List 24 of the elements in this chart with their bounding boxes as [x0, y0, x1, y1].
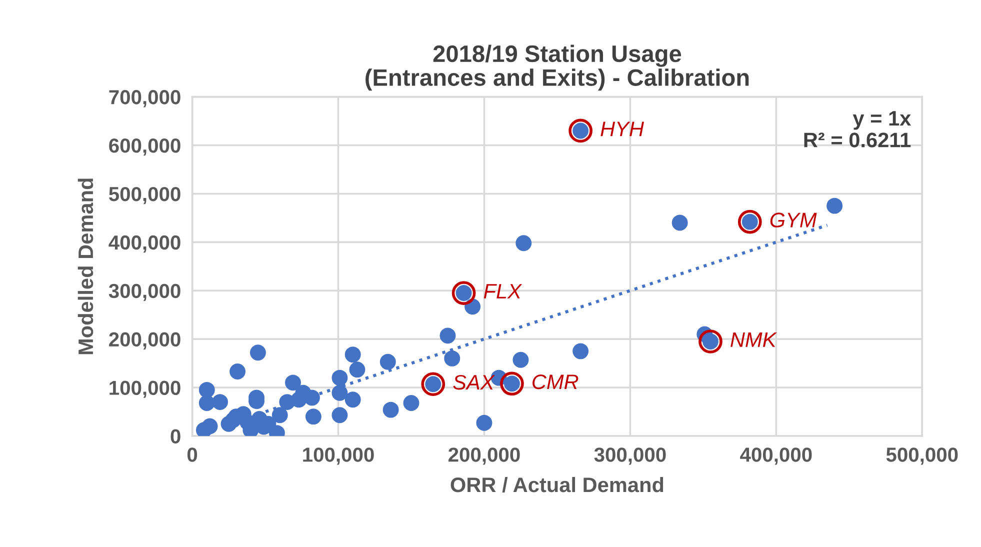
y-tick-label: 600,000 [109, 138, 180, 156]
x-tick-label: 0 [187, 448, 198, 462]
x-tick-label: 200,000 [448, 448, 520, 465]
annotation: y = 1x R² = 0.6211 [804, 111, 912, 148]
chart-title: 2018/19 Station Usage (Entrances and Exits) - Calibration [366, 44, 749, 91]
y-axis-title: Modelled Demand [78, 178, 94, 354]
annotation: GYM [770, 212, 817, 228]
x-axis-title: ORR / Actual Demand [450, 476, 664, 492]
y-tick-label: 300,000 [108, 284, 180, 302]
x-tick-label: 300,000 [594, 448, 666, 465]
x-tick-label: 100,000 [303, 448, 374, 465]
y-tick-label: 0 [170, 429, 180, 444]
x-tick-label: 400,000 [740, 448, 812, 465]
y-tick-label: 400,000 [108, 235, 180, 253]
y-tick-label: 200,000 [109, 332, 180, 350]
y-tick-label: 100,000 [110, 380, 180, 398]
y-tick-label: 500,000 [108, 186, 180, 204]
y-tick-label: 700,000 [109, 90, 180, 108]
annotation: NMK [730, 332, 777, 347]
x-tick-label: 500,000 [886, 448, 958, 465]
annotation: FLX [484, 284, 522, 298]
annotation: SAX [453, 374, 495, 390]
annotation: HYH [600, 122, 644, 136]
annotation: CMR [532, 374, 578, 390]
